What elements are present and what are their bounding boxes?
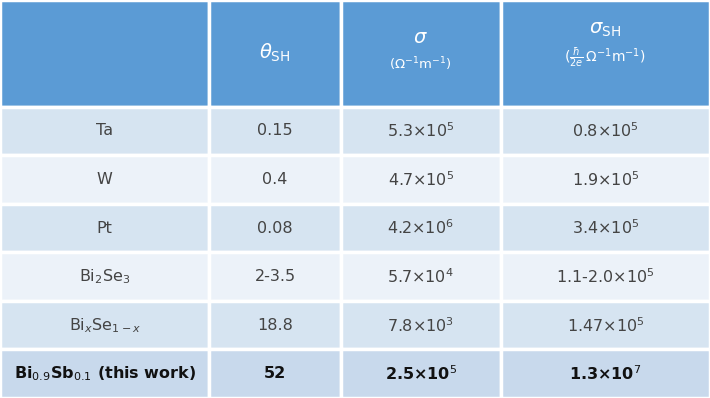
Text: 0.4: 0.4 xyxy=(263,172,288,187)
Text: 1.3×10$^7$: 1.3×10$^7$ xyxy=(569,365,641,383)
Bar xyxy=(341,301,501,349)
Bar xyxy=(209,107,341,155)
Text: 52: 52 xyxy=(264,366,286,381)
Text: 0.8×10$^5$: 0.8×10$^5$ xyxy=(572,122,639,140)
Bar xyxy=(501,155,710,204)
Text: 2-3.5: 2-3.5 xyxy=(255,269,295,284)
Bar xyxy=(501,252,710,301)
Bar xyxy=(209,204,341,252)
Text: $(\frac{\hbar}{2e}\,\Omega^{-1}$m$^{-1})$: $(\frac{\hbar}{2e}\,\Omega^{-1}$m$^{-1})… xyxy=(564,45,646,69)
Text: 1.1-2.0×10$^5$: 1.1-2.0×10$^5$ xyxy=(556,267,655,286)
Text: Pt: Pt xyxy=(97,220,113,236)
Bar xyxy=(341,349,501,398)
Bar xyxy=(0,349,209,398)
Text: W: W xyxy=(97,172,113,187)
Bar xyxy=(501,0,710,107)
Text: 7.8×10$^3$: 7.8×10$^3$ xyxy=(387,316,454,334)
Text: 5.3×10$^5$: 5.3×10$^5$ xyxy=(387,122,454,140)
Bar xyxy=(501,204,710,252)
Text: Ta: Ta xyxy=(96,123,114,139)
Text: 18.8: 18.8 xyxy=(257,318,293,333)
Text: 1.9×10$^5$: 1.9×10$^5$ xyxy=(572,170,639,189)
Bar xyxy=(341,252,501,301)
Bar xyxy=(209,301,341,349)
Text: 0.08: 0.08 xyxy=(257,220,293,236)
Bar xyxy=(0,107,209,155)
Bar xyxy=(341,204,501,252)
Bar xyxy=(0,301,209,349)
Bar xyxy=(341,0,501,107)
Bar xyxy=(209,155,341,204)
Text: 0.15: 0.15 xyxy=(257,123,293,139)
Text: Bi$_x$Se$_{1-x}$: Bi$_x$Se$_{1-x}$ xyxy=(69,316,141,334)
Text: $\sigma_{\rm SH}$: $\sigma_{\rm SH}$ xyxy=(589,20,621,39)
Text: Bi$_2$Se$_3$: Bi$_2$Se$_3$ xyxy=(79,267,131,286)
Bar xyxy=(209,349,341,398)
Bar xyxy=(0,204,209,252)
Text: 4.7×10$^5$: 4.7×10$^5$ xyxy=(388,170,454,189)
Bar xyxy=(0,155,209,204)
Bar xyxy=(209,0,341,107)
Text: 4.2×10$^6$: 4.2×10$^6$ xyxy=(387,219,454,237)
Text: 1.47×10$^5$: 1.47×10$^5$ xyxy=(567,316,644,334)
Bar xyxy=(341,155,501,204)
Text: 3.4×10$^5$: 3.4×10$^5$ xyxy=(572,219,639,237)
Text: ($\Omega^{-1}$m$^{-1}$): ($\Omega^{-1}$m$^{-1}$) xyxy=(389,56,452,73)
Text: 2.5×10$^5$: 2.5×10$^5$ xyxy=(385,365,457,383)
Bar xyxy=(341,107,501,155)
Text: 5.7×10$^4$: 5.7×10$^4$ xyxy=(388,267,454,286)
Bar xyxy=(0,252,209,301)
Bar xyxy=(209,252,341,301)
Bar xyxy=(501,301,710,349)
Text: Bi$_{0.9}$Sb$_{0.1}$ (this work): Bi$_{0.9}$Sb$_{0.1}$ (this work) xyxy=(13,365,196,383)
Text: $\sigma$: $\sigma$ xyxy=(413,28,428,47)
Text: $\theta_{\rm SH}$: $\theta_{\rm SH}$ xyxy=(259,42,291,64)
Bar xyxy=(501,349,710,398)
Bar xyxy=(0,0,209,107)
Bar xyxy=(501,107,710,155)
